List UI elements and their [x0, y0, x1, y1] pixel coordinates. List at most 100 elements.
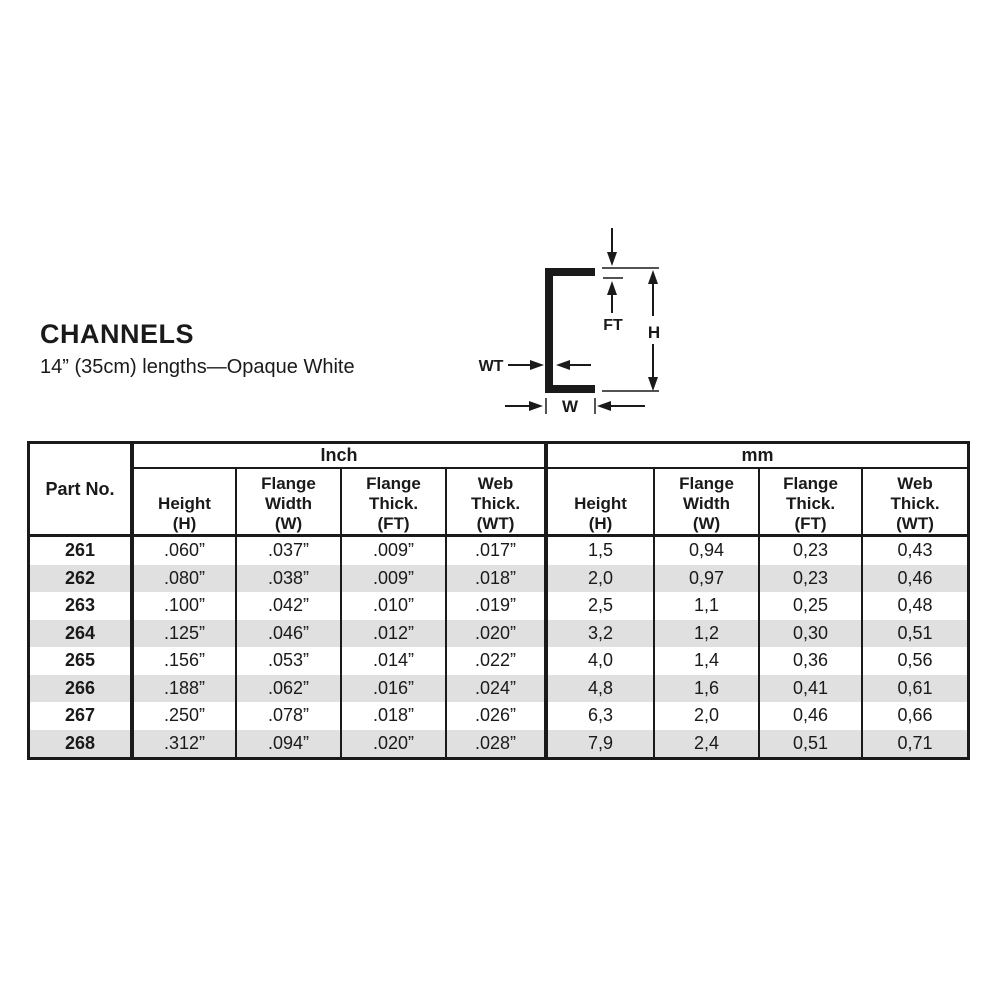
web-thick-inch-cell: .024”: [447, 674, 549, 702]
table-row: 268 .312” .094” .020” .028” 7,9 2,4 0,51…: [30, 729, 968, 757]
column-header-flange-width-mm: Flange Width (W): [655, 469, 761, 537]
flange-thick-mm-cell: 0,23: [760, 564, 864, 592]
wt-label: WT: [479, 358, 504, 375]
flange-thick-inch-cell: .010”: [342, 592, 447, 620]
flange-thick-mm-cell: 0,30: [760, 619, 864, 647]
flange-thick-inch-cell: .014”: [342, 647, 447, 675]
height-inch-cell: .125”: [134, 619, 237, 647]
height-inch-cell: .250”: [134, 702, 237, 730]
height-inch-cell: .100”: [134, 592, 237, 620]
column-header-web-thick-inch: Web Thick. (WT): [447, 469, 549, 537]
flange-width-mm-cell: 1,1: [655, 592, 761, 620]
web-thick-mm-cell: 0,43: [897, 540, 933, 561]
web-thick-inch-cell: .019”: [447, 592, 549, 620]
section-header: CHANNELS 14” (35cm) lengths—Opaque White: [40, 319, 355, 378]
flange-width-mm-cell: 2,4: [655, 729, 761, 757]
flange-width-inch-cell: .062”: [237, 674, 342, 702]
flange-top-arrow: [607, 228, 617, 266]
column-group-mm: mm: [548, 444, 968, 469]
table-row: 263 .100” .042” .010” .019” 2,5 1,1 0,25…: [30, 592, 967, 620]
web-thick-mm-cell: 0,66: [897, 705, 933, 726]
height-inch-cell: .080”: [134, 564, 237, 592]
channel-spec-table: Part No. Inch mm Height (H) Flange Width…: [27, 441, 971, 760]
column-header-height-mm: Height (H): [548, 469, 656, 537]
height-mm-cell: 3,2: [548, 619, 656, 647]
web-thick-inch-cell: .020”: [447, 619, 549, 647]
web-thick-inch-cell: .028”: [447, 729, 549, 757]
height-inch-cell: .156”: [134, 647, 237, 675]
column-header-flange-thick-mm: Flange Thick. (FT): [760, 469, 864, 537]
h-dimension-line: [648, 270, 658, 391]
part-no-cell: 261: [30, 537, 134, 565]
part-no-cell: 262: [30, 564, 134, 592]
flange-width-inch-cell: .078”: [237, 702, 342, 730]
web-thick-inch-cell: .022”: [447, 647, 549, 675]
table-row: 261 .060” .037” .009” .017” 1,5 0,94 0,2…: [30, 537, 967, 565]
part-no-cell: 264: [30, 619, 134, 647]
web-thick-mm-cell: 0,48: [897, 595, 933, 616]
web-thick-mm-cell: 0,51: [863, 619, 968, 647]
height-mm-cell: 2,0: [548, 564, 656, 592]
column-header-height-inch: Height (H): [134, 469, 237, 537]
group-header-row: Part No. Inch mm: [30, 444, 968, 537]
column-group-inch: Inch: [134, 444, 549, 469]
ft-dimension-arrow: [607, 281, 617, 313]
flange-thick-mm-cell: 0,36: [760, 647, 864, 675]
column-header-web-thick-mm: Web Thick. (WT): [863, 469, 968, 537]
flange-thick-inch-cell: .009”: [342, 537, 447, 565]
part-no-cell: 265: [30, 647, 134, 675]
flange-thick-mm-cell: 0,41: [760, 674, 864, 702]
flange-width-inch-cell: .037”: [237, 537, 342, 565]
part-no-cell: 263: [30, 592, 134, 620]
flange-thick-mm-cell: 0,46: [760, 702, 864, 730]
channel-profile-shape: [545, 268, 595, 393]
part-no-cell: 267: [30, 702, 134, 730]
table-row: 266 .188” .062” .016” .024” 4,8 1,6 0,41…: [30, 674, 968, 702]
height-inch-cell: .188”: [134, 674, 237, 702]
table-row: 262 .080” .038” .009” .018” 2,0 0,97 0,2…: [30, 564, 968, 592]
part-no-cell: 266: [30, 674, 134, 702]
page-subtitle: 14” (35cm) lengths—Opaque White: [40, 356, 355, 378]
flange-thick-inch-cell: .012”: [342, 619, 447, 647]
height-mm-cell: 6,3: [548, 702, 656, 730]
flange-thick-mm-cell: 0,51: [760, 729, 864, 757]
flange-width-mm-cell: 0,97: [655, 564, 761, 592]
flange-width-mm-cell: 2,0: [655, 702, 761, 730]
table-row: 264 .125” .046” .012” .020” 3,2 1,2 0,30…: [30, 619, 968, 647]
flange-width-inch-cell: .038”: [237, 564, 342, 592]
web-thick-inch-cell: .017”: [447, 537, 549, 565]
web-thick-mm-cell: 0,61: [863, 674, 968, 702]
flange-thick-mm-cell: 0,23: [760, 537, 864, 565]
part-no-cell: 268: [30, 729, 134, 757]
web-thick-mm-cell: 0,56: [897, 650, 933, 671]
height-mm-cell: 7,9: [548, 729, 656, 757]
flange-width-mm-cell: 1,2: [655, 619, 761, 647]
flange-width-inch-cell: .042”: [237, 592, 342, 620]
sub-header-row: Height (H) Flange Width (W) Flange Thick…: [30, 469, 968, 537]
web-thick-mm-cell: 0,71: [863, 729, 968, 757]
w-label: W: [562, 397, 579, 416]
column-header-part-no: Part No.: [30, 444, 134, 537]
w-dimension-arrows: [505, 398, 645, 414]
height-inch-cell: .060”: [134, 537, 237, 565]
column-header-flange-width-inch: Flange Width (W): [237, 469, 342, 537]
table-row: 267 .250” .078” .018” .026” 6,3 2,0 0,46…: [30, 702, 967, 730]
height-mm-cell: 2,5: [548, 592, 656, 620]
ft-label: FT: [603, 317, 623, 334]
flange-width-inch-cell: .046”: [237, 619, 342, 647]
web-thick-inch-cell: .026”: [447, 702, 549, 730]
web-thick-inch-cell: .018”: [447, 564, 549, 592]
flange-thick-inch-cell: .009”: [342, 564, 447, 592]
height-mm-cell: 4,8: [548, 674, 656, 702]
table-row: 265 .156” .053” .014” .022” 4,0 1,4 0,36…: [30, 647, 967, 675]
wt-dimension-arrows: [508, 360, 591, 370]
flange-thick-inch-cell: .018”: [342, 702, 447, 730]
page-title: CHANNELS: [40, 319, 195, 349]
flange-width-mm-cell: 1,4: [655, 647, 761, 675]
web-thick-mm-cell: 0,46: [863, 564, 968, 592]
height-mm-cell: 1,5: [548, 537, 656, 565]
flange-width-inch-cell: .053”: [237, 647, 342, 675]
flange-thick-inch-cell: .020”: [342, 729, 447, 757]
h-label: H: [648, 323, 660, 342]
flange-width-inch-cell: .094”: [237, 729, 342, 757]
